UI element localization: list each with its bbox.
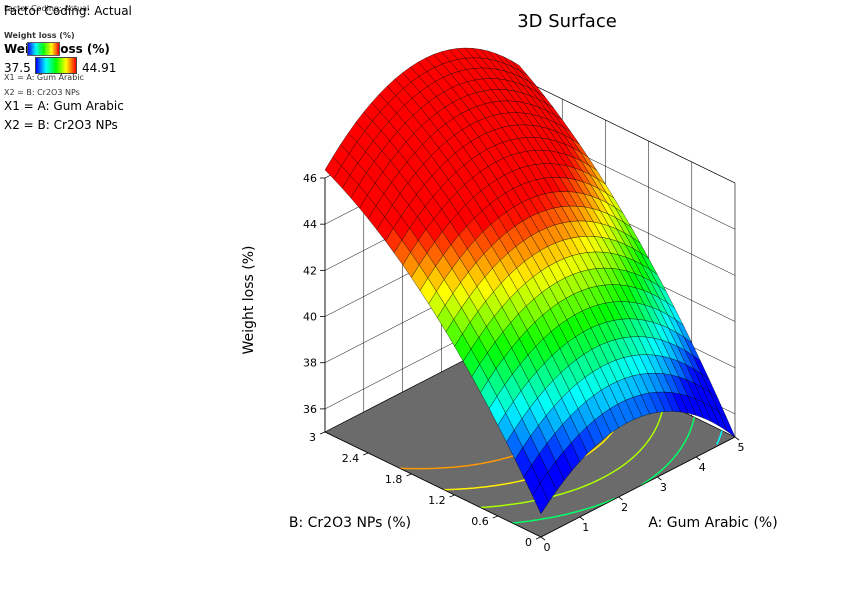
- a-tick: [657, 476, 662, 481]
- a-tick: [540, 536, 546, 541]
- a-tick: [695, 456, 701, 461]
- z-axis-label: Weight loss (%): [241, 246, 257, 355]
- legend-min-value: 37.5: [4, 61, 31, 75]
- b-tick-label: 1.8: [385, 473, 403, 486]
- a-tick: [579, 516, 585, 521]
- chart-title: 3D Surface: [517, 11, 617, 32]
- a-tick-label: 1: [582, 521, 589, 534]
- x2-definition-small: X2 = B: Cr2O3 NPs: [4, 88, 80, 97]
- b-tick: [406, 473, 412, 477]
- z-tick-label: 38: [303, 357, 317, 370]
- b-axis-line: [324, 431, 542, 538]
- a-tick-label: 0: [544, 541, 551, 554]
- z-tick-label: 40: [303, 311, 317, 324]
- b-tick: [363, 452, 369, 456]
- a-tick-label: 4: [699, 461, 706, 474]
- a-tick-label: 3: [660, 481, 667, 494]
- x1-definition-small: X1 = A: Gum Arabic: [4, 73, 84, 82]
- surface-cell: [532, 483, 549, 515]
- b-tick-label: 1.2: [428, 494, 446, 507]
- b-axis-label: B: Cr2O3 NPs (%): [289, 515, 411, 531]
- factor-coding-label: Factor Coding: Actual: [4, 4, 132, 18]
- surface-mesh: [324, 47, 736, 515]
- b-tick-label: 3: [309, 431, 316, 444]
- b-tick: [492, 515, 498, 519]
- colorbar-overlay: [27, 42, 60, 56]
- response-heading-small: Weight loss (%): [4, 31, 75, 40]
- b-tick-label: 0.6: [471, 515, 489, 528]
- z-tick-label: 42: [303, 264, 317, 277]
- b-tick-label: 2.4: [342, 452, 360, 465]
- b-tick: [319, 431, 326, 435]
- factor-coding-small: Factor Coding: Actual: [4, 4, 90, 13]
- a-tick: [734, 436, 740, 441]
- color-legend-bar: [35, 57, 77, 74]
- a-axis-line: [540, 436, 736, 538]
- z-tick-label: 44: [303, 218, 317, 231]
- z-tick-label: 36: [303, 403, 317, 416]
- a-tick-label: 2: [621, 501, 628, 514]
- legend-max-value: 44.91: [82, 61, 117, 75]
- a-tick-label: 5: [738, 441, 745, 454]
- b-tick-label: 0: [525, 536, 532, 549]
- floor-contour-36: [716, 430, 723, 445]
- z-tick-label: 46: [303, 172, 317, 185]
- a-tick: [618, 496, 623, 501]
- legend-panel: Factor Coding: Actual Factor Coding: Act…: [0, 0, 200, 140]
- floor-contour-38: [512, 417, 696, 524]
- a-axis-label: A: Gum Arabic (%): [648, 515, 777, 531]
- b-tick: [449, 494, 455, 498]
- b-tick: [535, 536, 542, 540]
- x1-definition: X1 = A: Gum Arabic: [4, 99, 124, 113]
- x2-definition: X2 = B: Cr2O3 NPs: [4, 118, 118, 132]
